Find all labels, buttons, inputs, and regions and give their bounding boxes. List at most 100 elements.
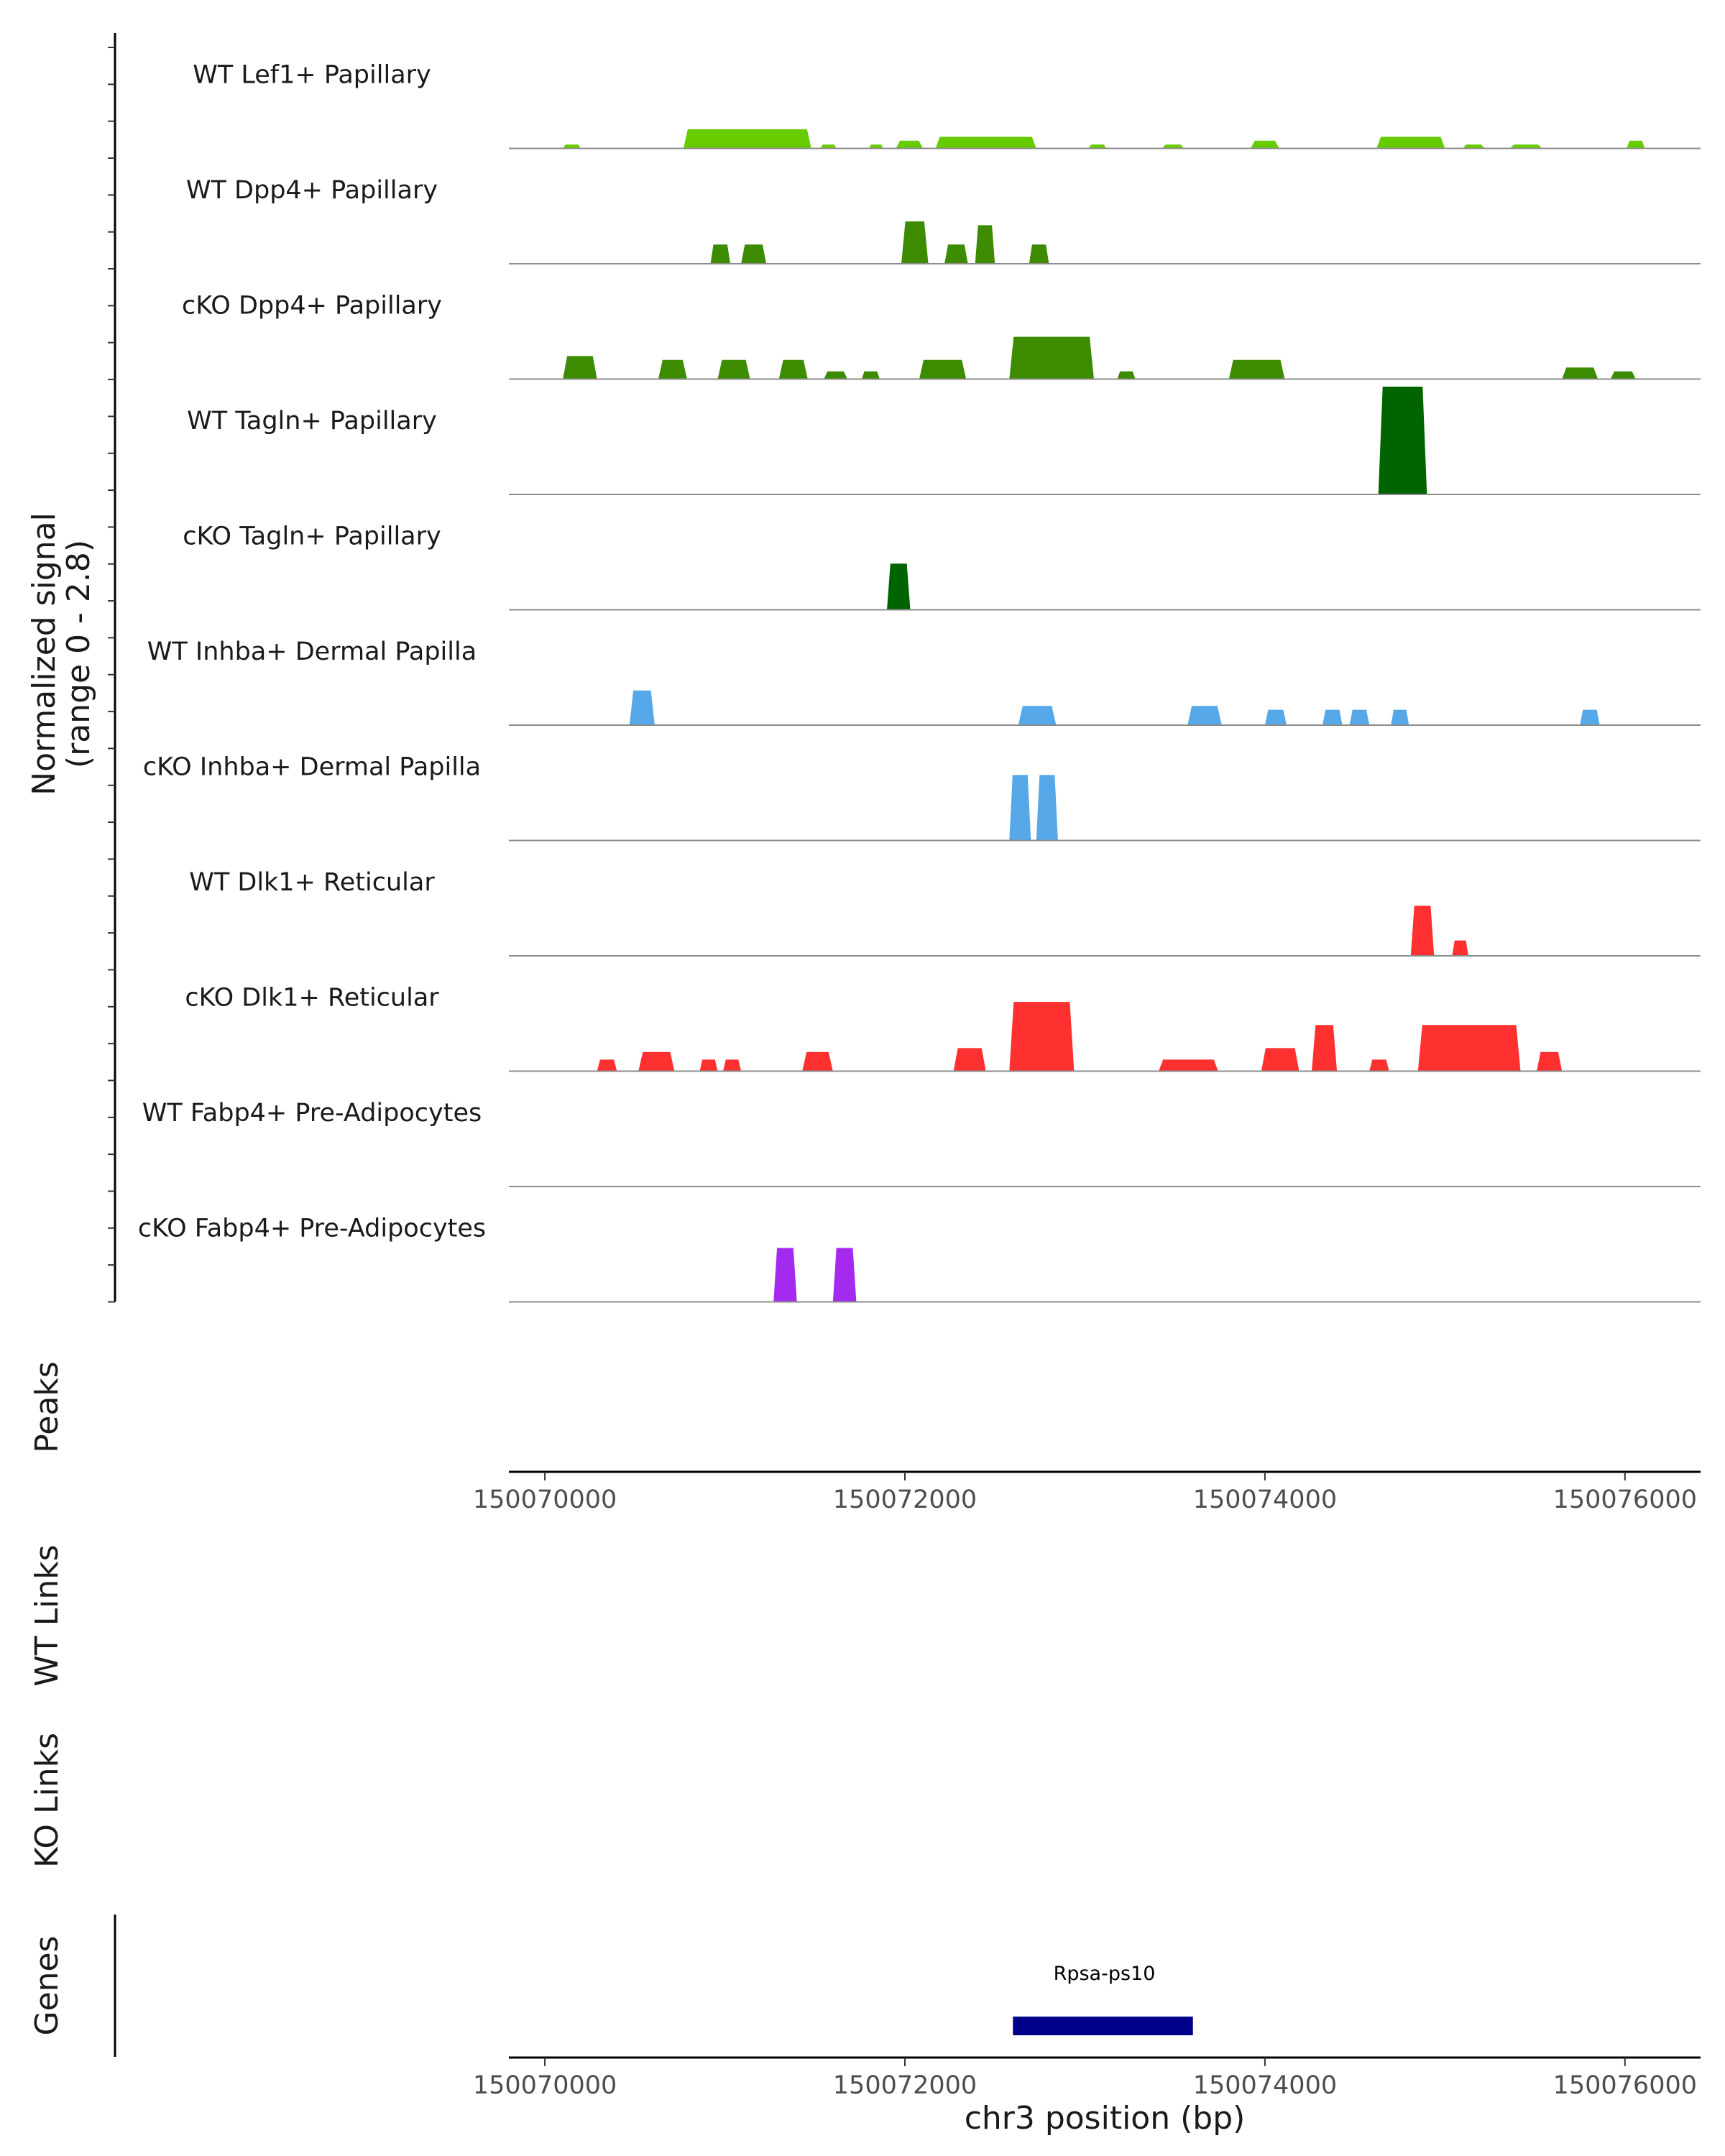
signal-peak (802, 1051, 833, 1072)
signal-peak (1378, 387, 1427, 494)
signal-peak (1264, 709, 1287, 725)
signal-peak (1088, 144, 1107, 149)
track-label: WT Lef1+ Papillary (193, 61, 431, 90)
signal-peak (1117, 371, 1136, 379)
track-label: WT Dlk1+ Reticular (189, 868, 435, 897)
signal-peak (1391, 709, 1409, 725)
signal-peak (563, 144, 581, 149)
track-6: cKO Inhba+ Dermal Papilla (143, 753, 1701, 842)
genes-x-axis: 150070000 150072000 150074000 150076000 (473, 2058, 1697, 2100)
gene-body (1013, 2017, 1193, 2035)
signal-peak (1322, 709, 1343, 725)
signal-peak (975, 225, 995, 264)
track-label: WT Dpp4+ Papillary (186, 176, 438, 205)
track-3: WT Tagln+ Papillary (187, 387, 1701, 495)
x-tick-label: 150072000 (833, 2071, 977, 2100)
signal-peak (1250, 140, 1279, 149)
signal-peak (896, 140, 923, 149)
genes-panel: Rpsa-ps10 (1013, 1963, 1193, 2035)
signal-peak (1009, 775, 1031, 841)
signal-peak (901, 221, 929, 264)
signal-peak (1369, 1059, 1389, 1072)
x-tick-label: 150072000 (833, 1485, 977, 1514)
signal-peak (944, 244, 968, 264)
signal-peak (919, 359, 967, 379)
signal-peak (699, 1059, 718, 1072)
track-label: WT Tagln+ Papillary (187, 407, 437, 436)
track-label: WT Fabp4+ Pre-Adipocytes (142, 1099, 482, 1128)
signal-peak (710, 244, 731, 264)
signal-y-label-line1: Normalized signal (26, 512, 63, 796)
signal-peak (1463, 144, 1485, 149)
signal-peak (1029, 244, 1049, 264)
signal-peak (832, 1248, 857, 1302)
signal-y-label-line2: (range 0 - 2.8) (60, 540, 97, 768)
track-9: WT Fabp4+ Pre-Adipocytes (142, 1099, 1701, 1187)
signal-peak (683, 129, 811, 149)
signal-peak (1410, 906, 1435, 956)
signal-peak (597, 1059, 617, 1072)
signal-peak (638, 1051, 675, 1072)
signal-peak (741, 244, 767, 264)
signal-peak (887, 563, 911, 610)
signal-peak (1562, 367, 1598, 379)
signal-peak (1376, 137, 1445, 149)
x-axis-title: chr3 position (bp) (965, 2100, 1246, 2137)
ko-links-label: KO Links (29, 1733, 65, 1868)
track-label: cKO Tagln+ Papillary (183, 522, 441, 551)
track-4: cKO Tagln+ Papillary (183, 522, 1701, 611)
signal-peak (1228, 359, 1285, 379)
signal-peak (563, 356, 597, 379)
track-label: cKO Dpp4+ Papillary (182, 292, 442, 321)
signal-peak (1009, 1002, 1075, 1072)
signal-peak (1610, 371, 1636, 379)
signal-peak (1452, 940, 1468, 956)
track-7: WT Dlk1+ Reticular (189, 868, 1701, 957)
signal-peak (1159, 1059, 1218, 1072)
x-tick-label: 150074000 (1193, 1485, 1337, 1514)
track-2: cKO Dpp4+ Papillary (182, 292, 1701, 380)
x-tick-label: 150070000 (473, 1485, 617, 1514)
track-0: WT Lef1+ Papillary (193, 61, 1701, 149)
signal-peak (1036, 775, 1058, 841)
signal-peak (1162, 144, 1184, 149)
peaks-label: Peaks (29, 1361, 65, 1452)
signal-peak (953, 1048, 986, 1072)
x-tick-label: 150076000 (1553, 1485, 1697, 1514)
signal-peak (723, 1059, 742, 1072)
signal-peak (658, 359, 687, 379)
signal-panel: WT Lef1+ Papillary WT Dpp4+ Papillary cKO … (108, 33, 1701, 1303)
signal-peak (778, 359, 808, 379)
signal-peak (773, 1248, 797, 1302)
signal-peak (629, 690, 655, 725)
track-label: cKO Fabp4+ Pre-Adipocytes (138, 1215, 486, 1243)
signal-peak (824, 371, 847, 379)
genes-label: Genes (29, 1935, 65, 2035)
signal-peak (1009, 336, 1094, 379)
signal-peak (935, 137, 1036, 149)
wt-links-label: WT Links (29, 1544, 65, 1686)
track-label: WT Inhba+ Dermal Papilla (147, 637, 477, 666)
signal-peak (820, 144, 837, 149)
track-label: cKO Inhba+ Dermal Papilla (143, 753, 481, 782)
x-tick-label: 150076000 (1553, 2071, 1697, 2100)
signal-peak (1312, 1025, 1338, 1072)
track-5: WT Inhba+ Dermal Papilla (147, 637, 1701, 726)
gene-label: Rpsa-ps10 (1054, 1963, 1156, 1985)
signal-peak (1627, 140, 1645, 149)
track-1: WT Dpp4+ Papillary (186, 176, 1701, 264)
x-tick-label: 150070000 (473, 2071, 617, 2100)
signal-peak (1018, 706, 1057, 725)
peaks-x-axis: 150070000 150072000 150074000 150076000 (473, 1472, 1697, 1514)
signal-peak (1509, 144, 1542, 149)
track-8: cKO Dlk1+ Reticular (185, 984, 1701, 1072)
signal-peak (1580, 709, 1600, 725)
signal-peak (1417, 1025, 1521, 1072)
signal-peak (861, 371, 880, 379)
signal-peak (868, 144, 883, 149)
x-tick-label: 150074000 (1193, 2071, 1337, 2100)
signal-peak (717, 359, 750, 379)
signal-peak (1537, 1051, 1563, 1072)
signal-peak (1261, 1048, 1300, 1072)
